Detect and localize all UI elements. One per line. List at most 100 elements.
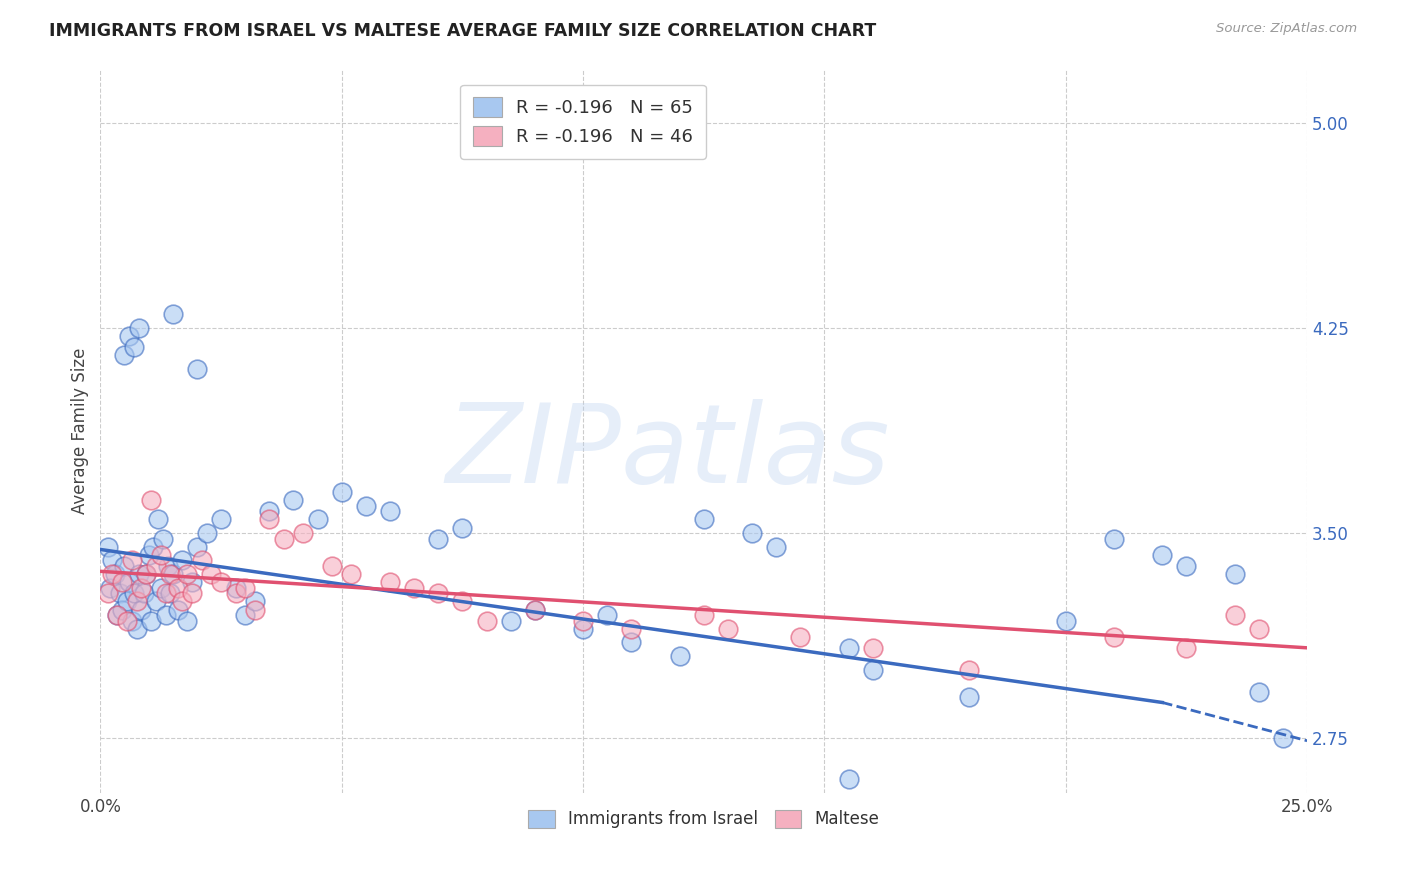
Point [404, 581, 426, 595]
Point [693, 608, 716, 623]
Point [354, 499, 377, 513]
Point [105, 608, 128, 623]
Point [114, 348, 136, 362]
Point [1102, 630, 1125, 644]
Point [121, 614, 143, 628]
Point [378, 504, 401, 518]
Point [149, 548, 172, 562]
Point [340, 567, 363, 582]
Point [181, 586, 204, 600]
Point [115, 594, 138, 608]
Point [862, 663, 884, 677]
Point [1152, 548, 1174, 562]
Text: ZIPatlas: ZIPatlas [446, 399, 890, 506]
Point [838, 640, 860, 655]
Point [259, 504, 281, 518]
Point [148, 512, 170, 526]
Point [101, 567, 124, 582]
Point [499, 614, 522, 628]
Point [209, 512, 232, 526]
Point [209, 575, 232, 590]
Point [111, 602, 134, 616]
Point [307, 512, 329, 526]
Point [98, 581, 121, 595]
Point [101, 553, 124, 567]
Point [121, 553, 143, 567]
Point [145, 594, 167, 608]
Point [233, 608, 256, 623]
Point [138, 548, 160, 562]
Point [115, 614, 138, 628]
Point [172, 553, 194, 567]
Point [717, 622, 740, 636]
Point [620, 635, 643, 649]
Point [111, 575, 134, 590]
Point [186, 540, 208, 554]
Point [105, 608, 128, 623]
Point [225, 586, 247, 600]
Point [181, 575, 204, 590]
Y-axis label: Average Family Size: Average Family Size [72, 347, 89, 514]
Point [668, 648, 690, 663]
Point [243, 594, 266, 608]
Point [128, 321, 150, 335]
Point [131, 581, 153, 595]
Point [139, 493, 162, 508]
Point [128, 567, 150, 582]
Point [145, 558, 167, 573]
Point [321, 558, 343, 573]
Point [162, 567, 184, 582]
Point [176, 614, 198, 628]
Point [186, 362, 208, 376]
Point [125, 594, 148, 608]
Point [149, 581, 172, 595]
Point [243, 602, 266, 616]
Point [162, 308, 184, 322]
Point [152, 532, 174, 546]
Point [118, 329, 141, 343]
Point [330, 485, 353, 500]
Point [166, 602, 188, 616]
Point [233, 581, 256, 595]
Point [97, 586, 120, 600]
Point [159, 586, 181, 600]
Point [475, 614, 498, 628]
Point [172, 594, 194, 608]
Point [259, 512, 281, 526]
Point [104, 567, 127, 582]
Point [1223, 608, 1246, 623]
Point [1102, 532, 1125, 546]
Point [596, 608, 619, 623]
Point [125, 622, 148, 636]
Point [451, 594, 474, 608]
Point [283, 493, 305, 508]
Text: Source: ZipAtlas.com: Source: ZipAtlas.com [1216, 22, 1357, 36]
Point [1223, 567, 1246, 582]
Point [155, 586, 177, 600]
Point [292, 526, 315, 541]
Point [838, 772, 860, 786]
Point [135, 567, 157, 582]
Point [195, 526, 218, 541]
Text: IMMIGRANTS FROM ISRAEL VS MALTESE AVERAGE FAMILY SIZE CORRELATION CHART: IMMIGRANTS FROM ISRAEL VS MALTESE AVERAG… [49, 22, 876, 40]
Point [427, 532, 450, 546]
Point [108, 586, 131, 600]
Point [1247, 684, 1270, 698]
Point [135, 567, 157, 582]
Point [190, 553, 212, 567]
Point [122, 340, 145, 354]
Point [118, 575, 141, 590]
Point [156, 558, 179, 573]
Point [957, 663, 980, 677]
Point [741, 526, 763, 541]
Point [572, 614, 595, 628]
Point [957, 690, 980, 704]
Point [139, 614, 162, 628]
Legend: Immigrants from Israel, Maltese: Immigrants from Israel, Maltese [522, 803, 886, 835]
Point [765, 540, 787, 554]
Point [789, 630, 811, 644]
Point [1054, 614, 1077, 628]
Point [166, 581, 188, 595]
Point [159, 567, 181, 582]
Point [620, 622, 643, 636]
